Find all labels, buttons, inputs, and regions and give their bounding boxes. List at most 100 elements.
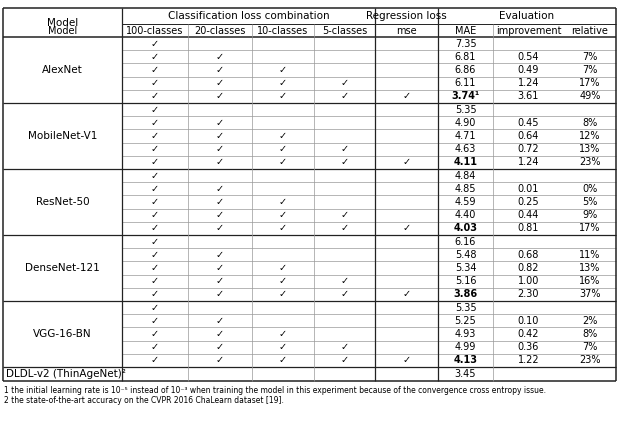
Text: 0.36: 0.36: [518, 342, 539, 352]
Text: 4.71: 4.71: [455, 131, 476, 141]
Text: 2%: 2%: [582, 316, 598, 326]
Text: ✓: ✓: [151, 236, 159, 247]
Text: 4.40: 4.40: [455, 210, 476, 220]
Text: 7%: 7%: [582, 342, 598, 352]
Text: DLDL-v2 (ThinAgeNet)²: DLDL-v2 (ThinAgeNet)²: [6, 369, 126, 379]
Text: 1.24: 1.24: [518, 78, 540, 88]
Text: ✓: ✓: [340, 355, 349, 366]
Text: ✓: ✓: [151, 263, 159, 273]
Text: 5.16: 5.16: [455, 276, 476, 286]
Text: 0.82: 0.82: [518, 263, 540, 273]
Text: MAE: MAE: [455, 26, 476, 35]
Text: ResNet-50: ResNet-50: [36, 197, 90, 207]
Text: 3.74¹: 3.74¹: [451, 91, 479, 101]
Text: ✓: ✓: [216, 78, 224, 88]
Text: 6.16: 6.16: [455, 236, 476, 247]
Text: Classification loss combination: Classification loss combination: [168, 11, 330, 21]
Text: ✓: ✓: [151, 52, 159, 62]
Text: relative: relative: [572, 26, 609, 35]
Text: DenseNet-121: DenseNet-121: [25, 263, 100, 273]
Text: ✓: ✓: [151, 290, 159, 299]
Text: ✓: ✓: [151, 105, 159, 114]
Text: 2 the state-of-the-art accuracy on the CVPR 2016 ChaLearn dataset [19].: 2 the state-of-the-art accuracy on the C…: [4, 396, 284, 405]
Text: ✓: ✓: [279, 144, 287, 154]
Text: 0.45: 0.45: [518, 118, 540, 128]
Text: ✓: ✓: [151, 144, 159, 154]
Text: 4.63: 4.63: [455, 144, 476, 154]
Text: ✓: ✓: [340, 144, 349, 154]
Text: ✓: ✓: [151, 303, 159, 312]
Text: ✓: ✓: [340, 223, 349, 233]
Text: AlexNet: AlexNet: [42, 65, 83, 75]
Text: 37%: 37%: [579, 290, 601, 299]
Text: 4.90: 4.90: [455, 118, 476, 128]
Text: ✓: ✓: [216, 342, 224, 352]
Text: 7%: 7%: [582, 65, 598, 75]
Text: ✓: ✓: [151, 157, 159, 168]
Text: 0%: 0%: [582, 184, 598, 194]
Text: 13%: 13%: [579, 263, 601, 273]
Text: 5.25: 5.25: [454, 316, 476, 326]
Text: ✓: ✓: [403, 91, 411, 101]
Text: ✓: ✓: [340, 276, 349, 286]
Text: 5%: 5%: [582, 197, 598, 207]
Text: ✓: ✓: [279, 342, 287, 352]
Text: VGG-16-BN: VGG-16-BN: [33, 329, 92, 339]
Text: ✓: ✓: [151, 91, 159, 101]
Text: 17%: 17%: [579, 223, 601, 233]
Text: ✓: ✓: [279, 131, 287, 141]
Text: 9%: 9%: [582, 210, 598, 220]
Text: ✓: ✓: [216, 316, 224, 326]
Text: 0.10: 0.10: [518, 316, 539, 326]
Text: ✓: ✓: [216, 329, 224, 339]
Text: 1.24: 1.24: [518, 157, 540, 168]
Text: ✓: ✓: [151, 342, 159, 352]
Text: 20-classes: 20-classes: [195, 26, 246, 35]
Text: 0.44: 0.44: [518, 210, 539, 220]
Text: ✓: ✓: [151, 78, 159, 88]
Text: ✓: ✓: [279, 197, 287, 207]
Text: 6.86: 6.86: [455, 65, 476, 75]
Text: improvement: improvement: [496, 26, 561, 35]
Text: 16%: 16%: [579, 276, 601, 286]
Text: ✓: ✓: [216, 197, 224, 207]
Text: 6.81: 6.81: [455, 52, 476, 62]
Text: ✓: ✓: [151, 316, 159, 326]
Text: ✓: ✓: [216, 184, 224, 194]
Text: 8%: 8%: [582, 329, 598, 339]
Text: ✓: ✓: [151, 210, 159, 220]
Text: 23%: 23%: [579, 355, 601, 366]
Text: 10-classes: 10-classes: [257, 26, 308, 35]
Text: ✓: ✓: [340, 91, 349, 101]
Text: ✓: ✓: [279, 65, 287, 75]
Text: 7%: 7%: [582, 52, 598, 62]
Text: 8%: 8%: [582, 118, 598, 128]
Text: ✓: ✓: [340, 210, 349, 220]
Text: 3.86: 3.86: [453, 290, 477, 299]
Text: ✓: ✓: [216, 210, 224, 220]
Text: ✓: ✓: [216, 290, 224, 299]
Text: 4.59: 4.59: [455, 197, 476, 207]
Text: 0.64: 0.64: [518, 131, 539, 141]
Text: ✓: ✓: [216, 144, 224, 154]
Text: 0.72: 0.72: [518, 144, 540, 154]
Text: Model: Model: [47, 18, 78, 27]
Text: ✓: ✓: [151, 131, 159, 141]
Text: 12%: 12%: [579, 131, 601, 141]
Text: 1.22: 1.22: [518, 355, 540, 366]
Text: ✓: ✓: [151, 184, 159, 194]
Text: 4.99: 4.99: [455, 342, 476, 352]
Text: 0.25: 0.25: [518, 197, 540, 207]
Text: ✓: ✓: [151, 223, 159, 233]
Text: ✓: ✓: [403, 157, 411, 168]
Text: ✓: ✓: [216, 91, 224, 101]
Text: MobileNet-V1: MobileNet-V1: [28, 131, 97, 141]
Text: ✓: ✓: [403, 355, 411, 366]
Text: ✓: ✓: [279, 355, 287, 366]
Text: ✓: ✓: [340, 157, 349, 168]
Text: ✓: ✓: [340, 290, 349, 299]
Text: ✓: ✓: [340, 342, 349, 352]
Text: 0.01: 0.01: [518, 184, 539, 194]
Text: 5-classes: 5-classes: [322, 26, 367, 35]
Text: ✓: ✓: [151, 118, 159, 128]
